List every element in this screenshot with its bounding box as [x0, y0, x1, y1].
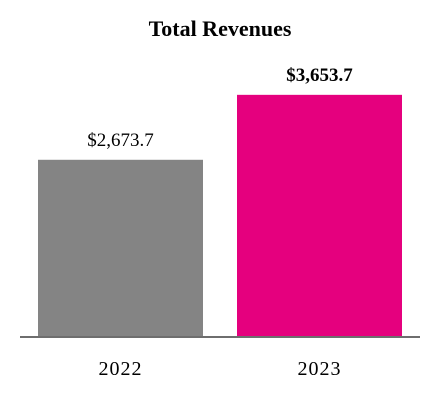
bar-2022: [38, 159, 203, 337]
bar-2023: [237, 94, 402, 337]
labels-layer: $2,673.7 2022 $3,653.7 2023: [87, 65, 353, 380]
bars-layer: [38, 94, 402, 337]
x-tick-label-2023: 2023: [298, 358, 342, 380]
chart-title: Total Revenues: [148, 16, 292, 41]
value-label-2023: $3,653.7: [286, 65, 353, 86]
x-tick-label-2022: 2022: [99, 358, 143, 380]
value-label-2022: $2,673.7: [87, 130, 154, 151]
